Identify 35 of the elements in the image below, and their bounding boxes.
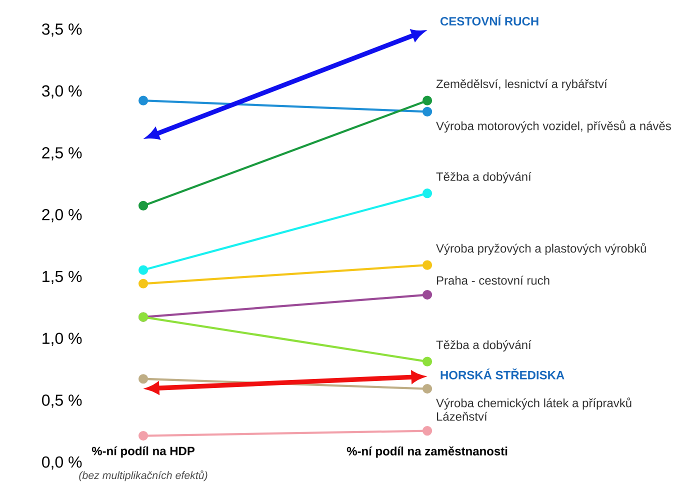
series-label: Výroba chemických látek a přípravků: [436, 397, 632, 410]
series-label: Zemědělsví, lesnictví a rybářství: [436, 79, 608, 91]
text: CESTOVNÍ RUCH: [440, 14, 538, 26]
point: [422, 356, 432, 366]
point: [138, 265, 148, 275]
point: [422, 426, 432, 436]
y-tick-label: 3,0 %: [42, 85, 82, 99]
point: [422, 384, 432, 394]
series-label: Výroba pryžových a plastových výrobků: [436, 242, 646, 256]
y-tick-label: 1,5 %: [42, 270, 82, 284]
series-label: Lázeňství: [436, 412, 488, 421]
point: [138, 96, 148, 106]
series-label: Těžba a dobývání: [436, 340, 532, 352]
point: [422, 260, 432, 270]
point: [138, 430, 148, 441]
point: [422, 290, 432, 300]
x-tick-label: %-ní podíl na HDP: [92, 446, 195, 458]
y-tick-label: 2,5 %: [42, 147, 82, 160]
point: [422, 96, 432, 106]
y-tick-label: 0,5 %: [42, 394, 82, 408]
series-label: Výroba motorových vozidel, přívěsů a návěs: [436, 120, 671, 133]
y-tick-label: 2,0 %: [42, 209, 82, 222]
series-label: Těžba a dobývání: [436, 172, 532, 184]
point: [422, 188, 432, 198]
point: [138, 200, 148, 211]
annotation: HORSKÁ STŘEDISKA: [440, 368, 564, 380]
x-tick-label: %-ní podíl na zaměstnanosti: [346, 446, 508, 458]
y-tick-label: 3,5 %: [42, 23, 82, 37]
series-label: Praha - cestovní ruch: [436, 276, 550, 285]
point: [138, 374, 148, 384]
y-tick-label: 0,0 %: [42, 456, 82, 470]
point: [138, 278, 148, 288]
point: [422, 106, 432, 117]
y-tick-label: 1,0 %: [42, 332, 82, 346]
text: (bez multiplikačních efektů): [79, 470, 208, 482]
